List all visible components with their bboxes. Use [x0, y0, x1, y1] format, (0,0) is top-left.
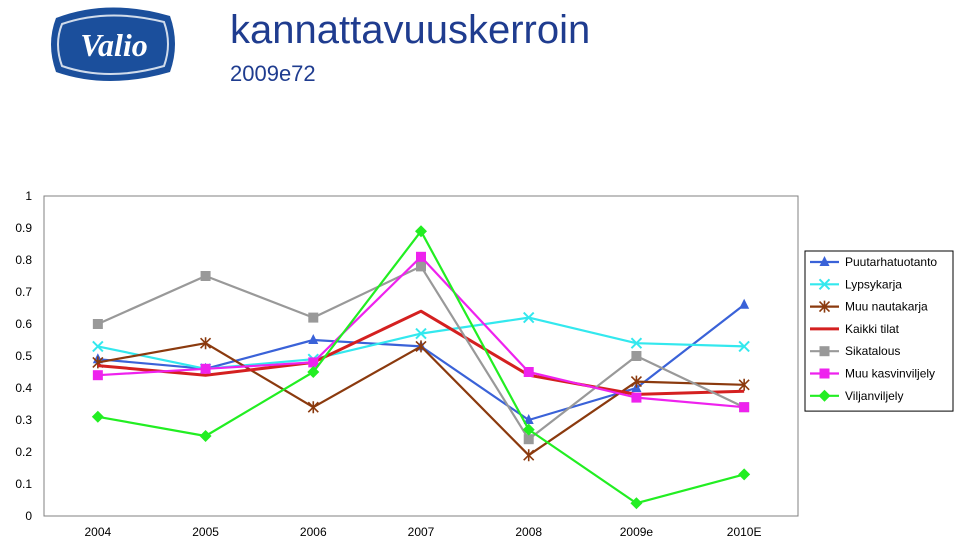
y-tick-label: 1 — [25, 189, 32, 203]
legend-item: Viljanviljely — [810, 389, 903, 403]
y-tick-label: 0.6 — [15, 317, 32, 331]
data-point — [631, 351, 642, 361]
y-tick-label: 0.4 — [15, 381, 32, 395]
valio-logo: Valio — [48, 4, 180, 84]
legend-marker — [819, 368, 830, 379]
legend-item: Puutarhatuotanto — [810, 255, 937, 269]
data-point — [739, 402, 750, 413]
data-point — [738, 340, 750, 353]
legend-label: Viljanviljely — [845, 389, 903, 403]
data-point — [92, 319, 103, 329]
data-point — [308, 334, 319, 344]
data-point — [200, 337, 212, 350]
data-point — [630, 497, 643, 510]
series-puutarhatuotanto — [92, 298, 750, 424]
series-viljanviljely — [91, 225, 751, 510]
data-point — [308, 312, 319, 323]
series-muu-kasvinviljely — [92, 251, 750, 413]
legend-item: Muu nautakarja — [810, 300, 928, 314]
x-tick-label: 2004 — [85, 525, 112, 539]
data-point — [739, 298, 750, 309]
legend-label: Muu nautakarja — [845, 300, 928, 314]
data-point — [415, 225, 427, 238]
data-point — [307, 401, 319, 414]
series-line — [97, 303, 745, 422]
data-point — [200, 271, 211, 281]
legend — [804, 250, 954, 412]
data-point — [523, 434, 534, 445]
legend-marker — [818, 389, 831, 402]
data-point — [630, 337, 643, 349]
data-point — [738, 378, 750, 391]
legend-marker — [818, 300, 831, 313]
plot-area — [43, 195, 799, 517]
data-point — [523, 449, 535, 462]
data-point — [630, 375, 642, 388]
legend-item: Lypsykarja — [810, 277, 902, 291]
legend-label: Sikatalous — [845, 344, 900, 358]
logo-text: Valio — [80, 27, 148, 63]
legend-item: Muu kasvinviljely — [810, 367, 935, 381]
x-tick-label: 2008 — [515, 525, 542, 539]
data-point — [415, 340, 427, 353]
y-tick-label: 0.8 — [15, 253, 32, 267]
data-point — [307, 366, 320, 378]
legend-label: Kaikki tilat — [845, 322, 900, 336]
x-tick-label: 2010E — [727, 525, 762, 539]
y-tick-label: 0.2 — [15, 445, 32, 459]
data-point — [631, 392, 642, 403]
series-line — [97, 255, 745, 409]
y-tick-label: 0 — [25, 509, 32, 523]
y-tick-label: 0.9 — [15, 221, 32, 235]
series-sikatalous — [92, 261, 750, 445]
series-line — [97, 265, 745, 441]
data-point — [199, 430, 212, 442]
data-point — [416, 261, 426, 272]
data-point — [522, 423, 535, 436]
data-point — [523, 414, 534, 424]
x-tick-label: 2005 — [192, 525, 219, 539]
data-point — [523, 367, 534, 377]
legend-label: Lypsykarja — [845, 277, 902, 291]
y-tick-label: 0.1 — [15, 477, 32, 491]
data-point — [92, 340, 104, 353]
data-point — [416, 251, 426, 262]
page-subtitle: 2009e72 — [230, 61, 316, 86]
logo-shape — [51, 7, 175, 81]
legend-marker — [819, 256, 830, 266]
data-point — [308, 357, 319, 368]
legend-marker — [818, 278, 831, 291]
data-point — [738, 468, 751, 481]
x-tick-label: 2006 — [300, 525, 327, 539]
y-tick-label: 0.5 — [15, 349, 32, 363]
legend-label: Muu kasvinviljely — [845, 367, 935, 381]
series-muu-nautakarja — [92, 337, 750, 462]
data-point — [92, 370, 103, 381]
y-tick-label: 0.7 — [15, 285, 32, 299]
legend-item: Sikatalous — [810, 344, 900, 358]
page-title: kannattavuuskerroin — [230, 8, 591, 52]
legend-marker — [819, 346, 830, 357]
legend-item: Kaikki tilat — [810, 322, 900, 336]
data-point — [523, 311, 535, 324]
data-point — [91, 410, 104, 423]
data-point — [200, 363, 211, 374]
y-tick-label: 0.3 — [15, 413, 32, 427]
data-point — [415, 327, 427, 340]
x-tick-label: 2009e — [620, 525, 654, 539]
legend-label: Puutarhatuotanto — [845, 255, 937, 269]
x-tick-label: 2007 — [408, 525, 435, 539]
